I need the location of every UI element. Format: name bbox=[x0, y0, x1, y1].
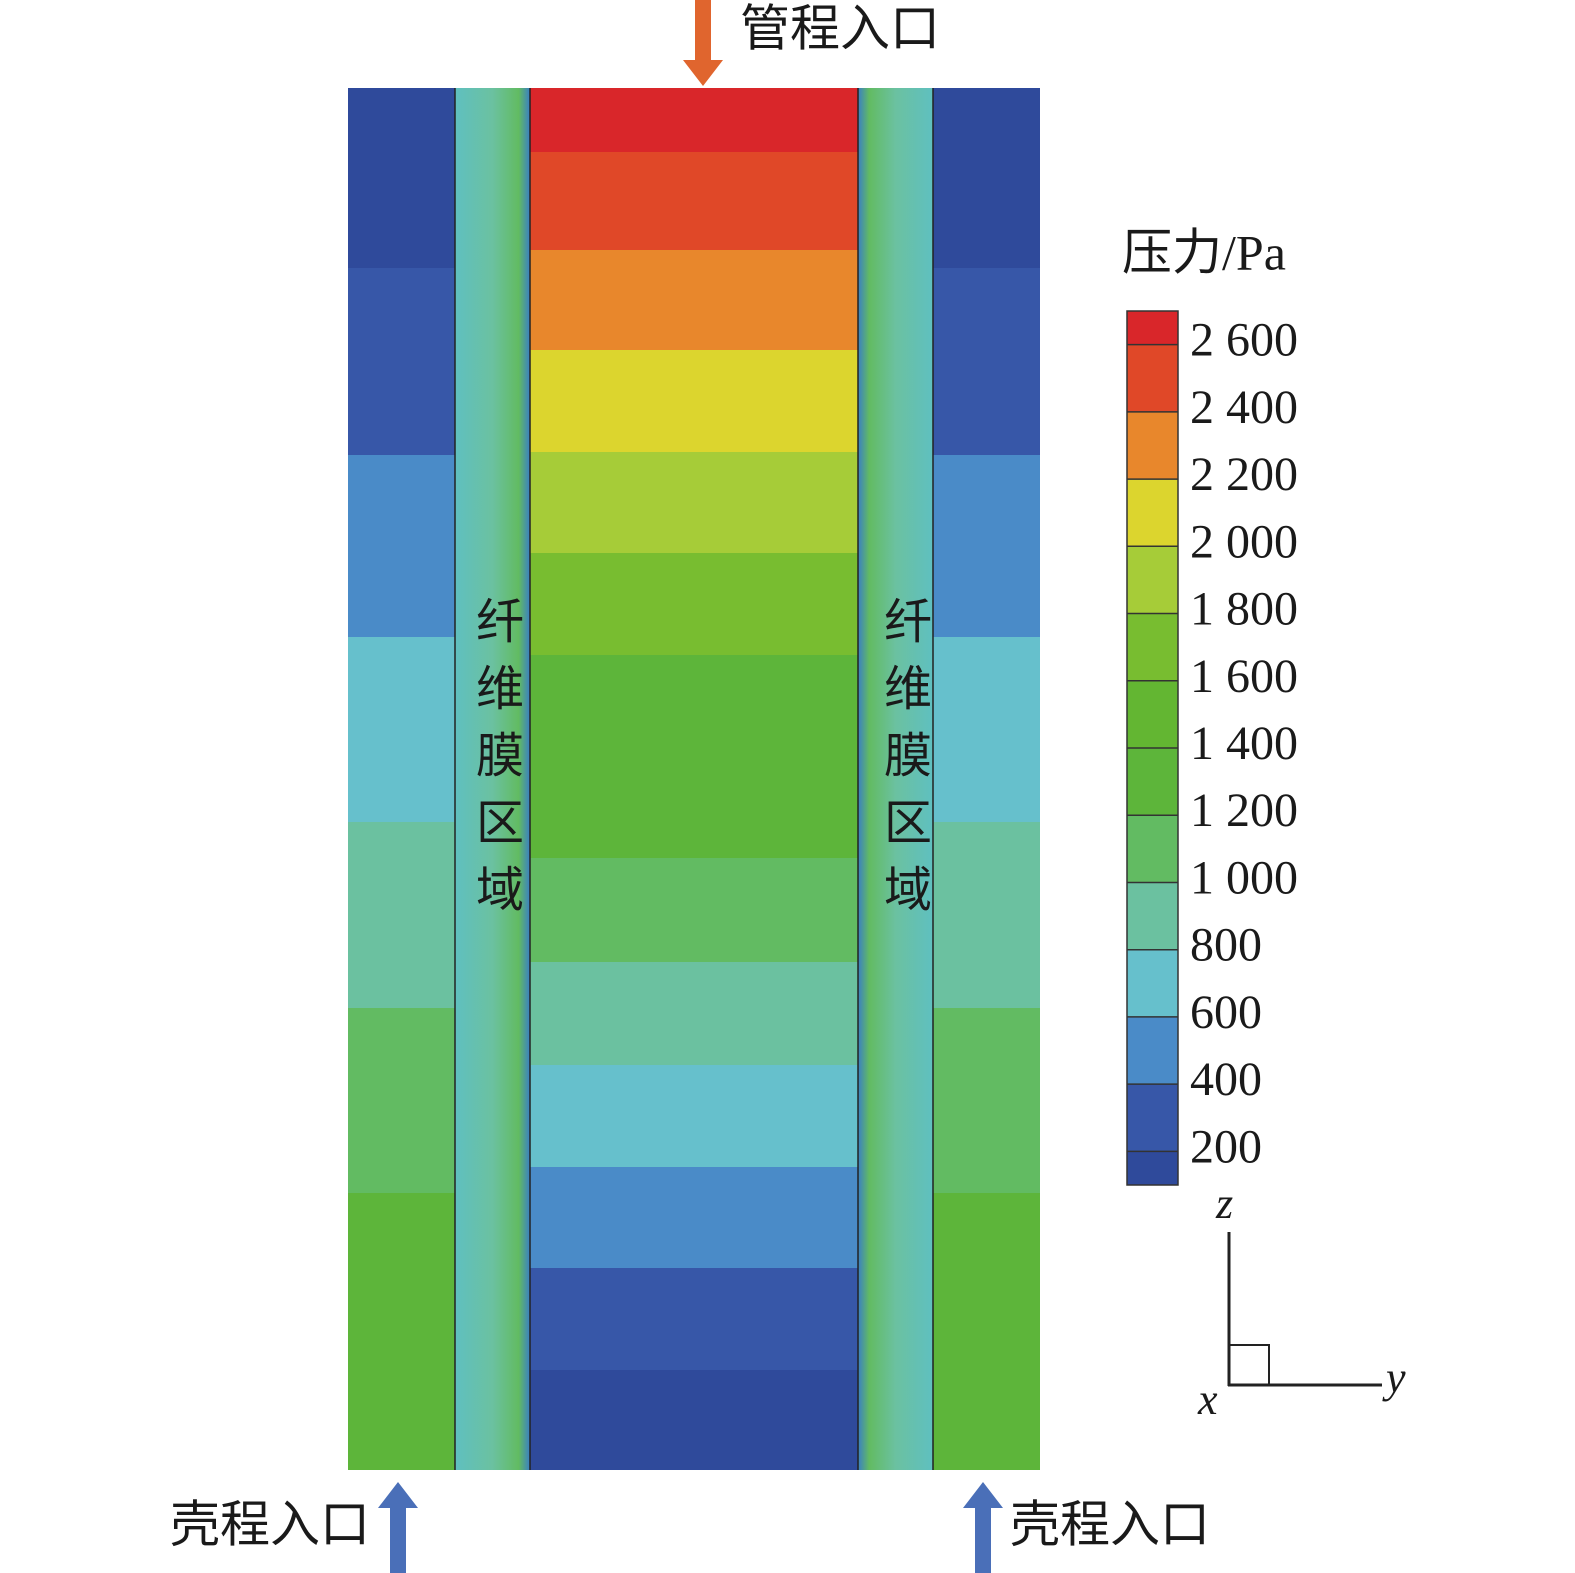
colorbar-tick-label: 400 bbox=[1190, 1053, 1262, 1106]
tube-band bbox=[530, 152, 858, 250]
shell-band bbox=[933, 1193, 1040, 1470]
shell-band bbox=[348, 88, 455, 268]
colorbar-tick-label: 1 600 bbox=[1190, 650, 1298, 703]
colorbar-tick-label: 600 bbox=[1190, 986, 1262, 1039]
tube-band bbox=[530, 350, 858, 452]
shell-band bbox=[933, 268, 1040, 455]
tube-band bbox=[530, 1065, 858, 1167]
membrane-label: 纤维膜区域 bbox=[876, 596, 931, 931]
tube-band bbox=[530, 1167, 858, 1268]
shell-band bbox=[348, 455, 455, 637]
axis-label: x bbox=[1197, 1375, 1218, 1424]
axis-triad bbox=[1227, 1232, 1382, 1387]
shell-band bbox=[933, 88, 1040, 268]
tube-band bbox=[530, 858, 858, 962]
tube-band bbox=[530, 88, 858, 152]
colorbar-tick-label: 1 800 bbox=[1190, 583, 1298, 636]
colorbar-tick-label: 200 bbox=[1190, 1120, 1262, 1173]
colorbar-band bbox=[1127, 479, 1178, 547]
colorbar-tick-label: 1 200 bbox=[1190, 784, 1298, 837]
colorbar: 200 400 600 800 1 000 1 200 1 400 1 600 1 800 2 0… bbox=[1126, 310, 1298, 1186]
colorbar-band bbox=[1127, 748, 1178, 816]
colorbar-tick-label: 2 000 bbox=[1190, 515, 1298, 568]
colorbar-band bbox=[1127, 411, 1178, 480]
colorbar-band bbox=[1127, 1151, 1178, 1185]
axis-label: z bbox=[1215, 1179, 1233, 1228]
colorbar-band bbox=[1127, 680, 1178, 748]
tube-band bbox=[530, 452, 858, 553]
tube-inlet-label: 管程入口 bbox=[740, 0, 940, 56]
axis-label: y bbox=[1382, 1353, 1406, 1402]
colorbar-title: 压力/Pa bbox=[1122, 224, 1286, 280]
shell-band bbox=[933, 455, 1040, 637]
shell-band bbox=[933, 637, 1040, 822]
membrane-label: 纤维膜区域 bbox=[468, 596, 523, 931]
shell-band bbox=[348, 268, 455, 455]
colorbar-band bbox=[1127, 815, 1178, 883]
tube-band bbox=[530, 1370, 858, 1470]
field-outlines bbox=[454, 88, 934, 1470]
colorbar-band bbox=[1127, 311, 1178, 345]
colorbar-tick-label: 800 bbox=[1190, 919, 1262, 972]
shell-band bbox=[348, 822, 455, 1008]
membrane-zone bbox=[858, 88, 933, 1470]
colorbar-tick-label: 2 600 bbox=[1190, 314, 1298, 367]
tube-band bbox=[530, 250, 858, 350]
shell-band bbox=[348, 1008, 455, 1193]
colorbar-band bbox=[1127, 882, 1178, 950]
colorbar-tick-label: 1 000 bbox=[1190, 851, 1298, 904]
colorbar-band bbox=[1127, 344, 1178, 412]
colorbar-band bbox=[1127, 949, 1178, 1017]
colorbar-tick-label: 1 400 bbox=[1190, 717, 1298, 770]
colorbar-band bbox=[1127, 613, 1178, 681]
shell-band bbox=[348, 1193, 455, 1470]
tube-band bbox=[530, 655, 858, 858]
shell-band bbox=[933, 822, 1040, 1008]
tube-band bbox=[530, 1268, 858, 1370]
colorbar-tick-label: 2 200 bbox=[1190, 448, 1298, 501]
shell-band bbox=[933, 1008, 1040, 1193]
colorbar-band bbox=[1127, 1016, 1178, 1085]
shell-band bbox=[348, 637, 455, 822]
colorbar-band bbox=[1127, 546, 1178, 614]
shell-inlet-label: 壳程入口 bbox=[170, 1496, 370, 1552]
colorbar-tick-label: 2 400 bbox=[1190, 381, 1298, 434]
tube-band bbox=[530, 962, 858, 1065]
shell-inlet-label: 壳程入口 bbox=[1010, 1496, 1210, 1552]
tube-band bbox=[530, 553, 858, 655]
membrane-zone bbox=[455, 88, 530, 1470]
colorbar-band bbox=[1127, 1084, 1178, 1152]
inlet-arrows bbox=[378, 0, 1003, 1573]
pressure-field bbox=[348, 88, 1040, 1470]
